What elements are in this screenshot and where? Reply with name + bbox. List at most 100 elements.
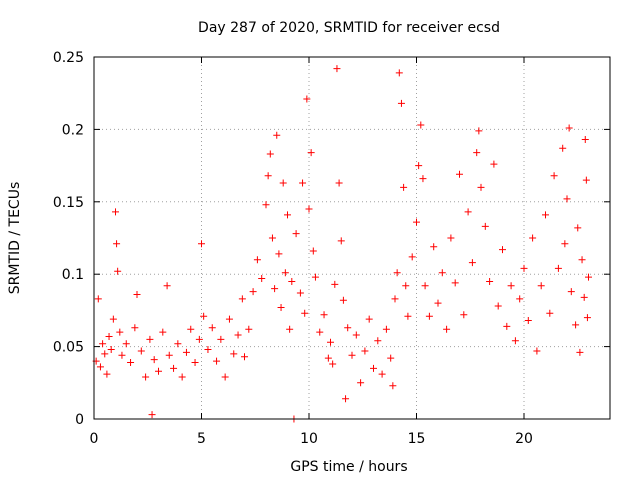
y-tick-label: 0 [75, 412, 84, 428]
chart-title: Day 287 of 2020, SRMTID for receiver ecs… [198, 20, 500, 36]
data-point [178, 373, 186, 381]
data-point [253, 256, 261, 264]
data-point [170, 364, 178, 372]
data-point [301, 309, 309, 317]
data-point [116, 328, 124, 336]
y-tick-label: 0.15 [53, 195, 84, 211]
data-point [395, 69, 403, 77]
data-point [327, 338, 334, 346]
data-point [370, 364, 377, 372]
data-point [516, 295, 524, 303]
data-point [335, 179, 343, 187]
data-point [296, 289, 304, 297]
data-point [520, 264, 528, 272]
data-point [109, 315, 117, 323]
x-tick-label: 0 [90, 431, 99, 447]
data-point [456, 170, 463, 178]
data-point [402, 282, 410, 290]
data-point [320, 311, 328, 319]
data-point [324, 354, 332, 362]
data-point [208, 324, 216, 332]
data-point [103, 370, 111, 378]
data-point [389, 382, 397, 390]
grid-lines [94, 57, 610, 419]
data-point [365, 315, 373, 323]
data-point [234, 331, 242, 339]
data-point [271, 285, 279, 293]
data-point [357, 379, 365, 387]
data-point [150, 356, 158, 364]
data-point [225, 315, 233, 323]
data-point [572, 321, 580, 329]
data-point [112, 208, 119, 216]
data-point [352, 331, 360, 339]
data-point [148, 411, 156, 419]
data-point [165, 351, 173, 359]
data-point [142, 373, 150, 381]
data-point [464, 208, 472, 216]
data-point [266, 150, 274, 158]
data-point [408, 253, 416, 261]
data-point [546, 309, 554, 317]
data-point [533, 347, 541, 355]
data-point [262, 201, 270, 209]
data-point [200, 312, 208, 320]
data-point [507, 282, 515, 290]
data-point [292, 230, 300, 238]
data-point [127, 359, 135, 367]
data-point [475, 127, 483, 135]
data-point [430, 243, 438, 251]
data-point [329, 360, 337, 368]
data-point [264, 172, 272, 180]
data-point [303, 95, 311, 103]
data-point [118, 351, 126, 359]
y-axis-ticks: 0 0.05 0.1 0.15 0.2 0.25 [53, 50, 610, 428]
data-point [576, 348, 584, 356]
data-point [578, 256, 586, 264]
data-point [499, 246, 506, 254]
data-point [473, 149, 481, 157]
data-point [397, 99, 405, 107]
data-point [344, 324, 352, 332]
data-point [238, 295, 246, 303]
data-point [537, 282, 545, 290]
y-axis-label: SRMTID / TECUs [7, 182, 23, 295]
data-point [582, 176, 590, 184]
data-point [163, 282, 171, 290]
data-point [393, 269, 401, 277]
data-point [581, 136, 589, 144]
data-point [268, 234, 276, 242]
data-point [529, 234, 537, 242]
x-tick-label: 10 [300, 431, 318, 447]
data-point [258, 275, 266, 283]
data-point [565, 124, 573, 132]
data-point [198, 240, 205, 248]
data-point [561, 240, 569, 248]
data-point [421, 282, 429, 290]
data-point [438, 269, 446, 277]
data-point [559, 144, 567, 152]
data-point [580, 293, 588, 301]
data-point [133, 290, 141, 298]
data-point [195, 335, 203, 343]
data-point [146, 335, 154, 343]
data-point [486, 277, 494, 285]
data-point [339, 296, 347, 304]
data-point [382, 325, 390, 333]
y-tick-label: 0.05 [53, 340, 84, 356]
data-point [585, 273, 592, 281]
data-point [494, 302, 502, 310]
data-point [417, 121, 425, 129]
data-point [348, 351, 356, 359]
data-point [333, 65, 341, 73]
data-point [137, 347, 145, 355]
data-point [425, 312, 433, 320]
y-tick-label: 0.1 [62, 267, 84, 283]
data-point [187, 325, 195, 333]
data-point [286, 325, 294, 333]
x-axis-label: GPS time / hours [290, 459, 407, 475]
x-tick-label: 20 [515, 431, 533, 447]
data-point [245, 325, 253, 333]
data-point [550, 172, 558, 180]
